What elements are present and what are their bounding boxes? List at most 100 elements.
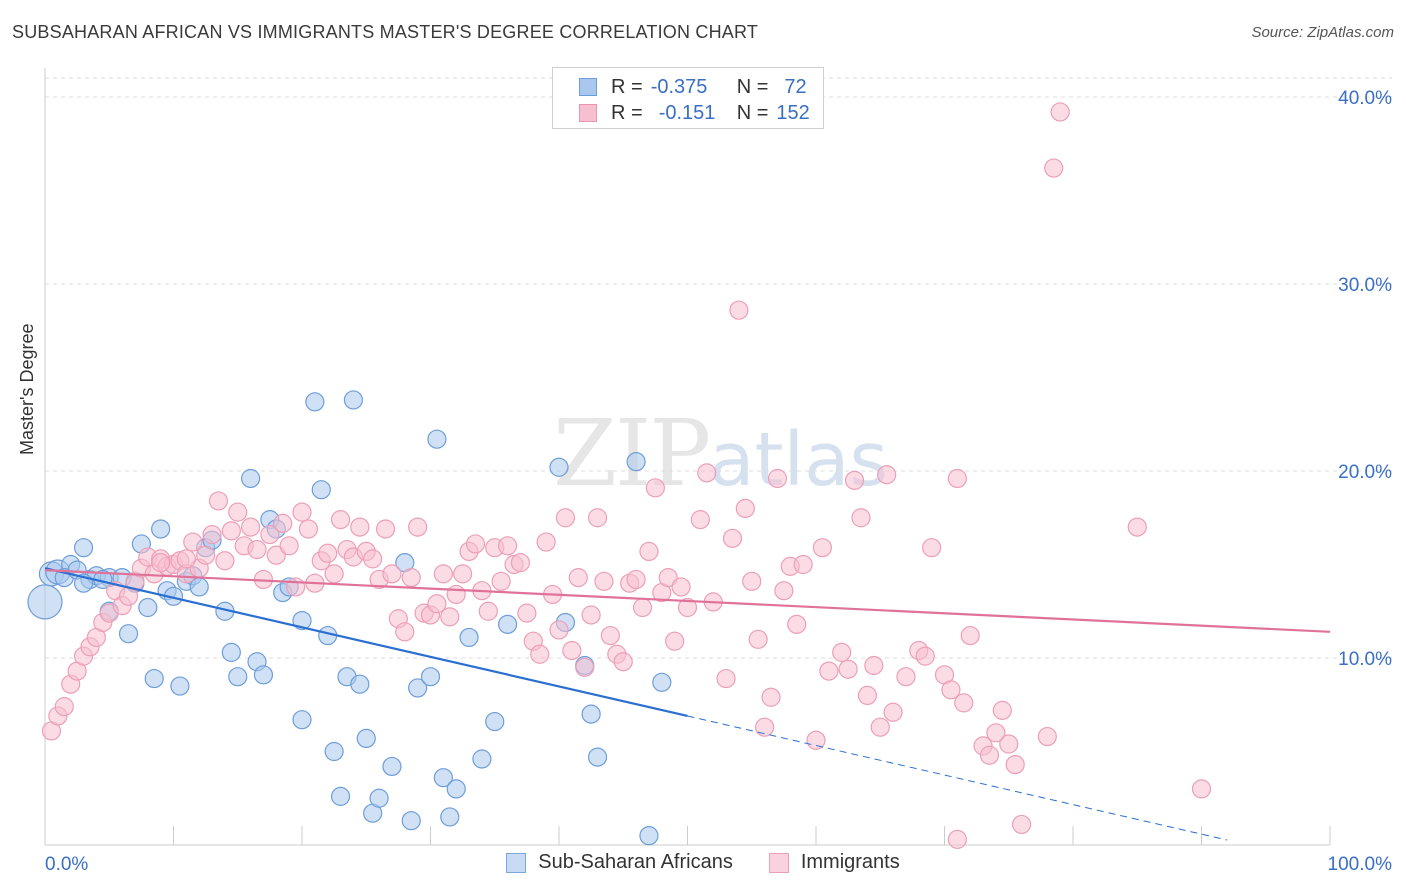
point-subsaharan: [652, 672, 672, 692]
point-subsaharan: [241, 468, 261, 489]
point-immigrants: [690, 510, 710, 530]
point-subsaharan: [408, 678, 428, 698]
point-immigrants: [613, 652, 633, 672]
legend-r-label: R =: [611, 75, 643, 98]
point-subsaharan: [369, 788, 389, 808]
legend-r-label: R =: [611, 101, 643, 124]
point-immigrants: [716, 668, 736, 689]
point-immigrants: [375, 519, 396, 539]
point-subsaharan: [305, 392, 325, 412]
legend-n-value: 152: [776, 101, 810, 124]
point-subsaharan: [350, 674, 370, 694]
legend-n-label: N =: [736, 101, 769, 124]
point-immigrants: [864, 655, 884, 676]
point-immigrants: [896, 667, 916, 687]
point-immigrants: [774, 581, 794, 601]
y-tick-label: 20.0%: [1338, 462, 1392, 483]
legend-n-value: 72: [784, 75, 807, 98]
legend-r-value: -0.375: [650, 75, 708, 98]
point-immigrants: [247, 539, 267, 560]
point-immigrants: [979, 745, 1000, 765]
point-immigrants: [1127, 517, 1147, 537]
point-immigrants: [729, 300, 749, 320]
point-immigrants: [671, 577, 691, 597]
point-immigrants: [587, 508, 608, 528]
point-subsaharan: [639, 826, 659, 846]
point-immigrants: [510, 553, 531, 573]
legend-swatch-immigrants: [579, 104, 597, 122]
point-immigrants: [677, 597, 698, 618]
point-immigrants: [241, 517, 261, 537]
point-immigrants: [819, 661, 839, 681]
legend-r-value: -0.151: [658, 101, 716, 124]
point-immigrants: [202, 524, 222, 545]
point-immigrants: [754, 717, 775, 737]
point-immigrants: [183, 532, 203, 552]
point-subsaharan: [401, 811, 421, 831]
point-subsaharan: [118, 624, 139, 644]
point-immigrants: [1037, 726, 1057, 747]
point-immigrants: [639, 541, 659, 562]
point-immigrants: [549, 620, 569, 640]
point-subsaharan: [382, 756, 402, 777]
point-immigrants: [600, 625, 621, 646]
point-subsaharan: [459, 627, 479, 648]
point-subsaharan: [427, 429, 447, 449]
point-subsaharan: [440, 807, 460, 827]
point-subsaharan: [253, 665, 274, 685]
point-immigrants: [954, 693, 974, 713]
point-immigrants: [1005, 754, 1025, 775]
y-tick-label: 40.0%: [1338, 88, 1392, 109]
point-subsaharan: [292, 710, 312, 730]
point-immigrants: [491, 571, 511, 591]
point-immigrants: [298, 519, 319, 539]
point-subsaharan: [151, 519, 171, 539]
series-legend: Sub-Saharan Africans Immigrants: [0, 851, 1406, 874]
point-immigrants: [433, 564, 453, 584]
point-subsaharan: [324, 741, 344, 762]
legend-item-immigrants[interactable]: Immigrants: [768, 851, 900, 874]
point-immigrants: [221, 521, 241, 541]
point-immigrants: [1044, 158, 1064, 178]
point-immigrants: [562, 640, 582, 661]
point-subsaharan: [343, 390, 363, 410]
point-immigrants: [844, 470, 865, 490]
point-immigrants: [395, 622, 415, 642]
trend-line-subsaharan: [44, 567, 688, 718]
point-immigrants: [947, 829, 967, 849]
legend-swatch-subsaharan: [579, 78, 597, 96]
point-immigrants: [658, 567, 678, 588]
point-immigrants: [851, 508, 871, 528]
point-immigrants: [446, 584, 466, 605]
point-immigrants: [857, 685, 878, 706]
point-immigrants: [697, 463, 717, 483]
legend-swatch-subsaharan: [506, 852, 527, 873]
point-subsaharan: [485, 711, 505, 732]
point-immigrants: [427, 594, 447, 614]
point-immigrants: [530, 644, 550, 664]
point-immigrants: [941, 680, 961, 700]
point-immigrants: [330, 510, 351, 530]
point-immigrants: [324, 564, 344, 584]
correlation-legend: R = -0.375 N = 72 R = -0.151 N = 152: [552, 67, 824, 129]
point-immigrants: [465, 534, 486, 554]
legend-item-subsaharan[interactable]: Sub-Saharan Africans: [506, 851, 733, 874]
point-immigrants: [1191, 779, 1212, 799]
point-immigrants: [806, 730, 826, 750]
point-immigrants: [838, 659, 858, 679]
x-tick-label: 0.0%: [45, 854, 88, 875]
point-immigrants: [196, 545, 216, 565]
y-tick-label: 30.0%: [1338, 275, 1392, 296]
point-immigrants: [363, 549, 383, 569]
point-subsaharan: [292, 610, 312, 631]
source-label: Source: ZipAtlas.com: [1251, 24, 1394, 41]
point-immigrants: [440, 607, 460, 627]
point-immigrants: [870, 717, 890, 737]
point-immigrants: [632, 597, 653, 618]
point-immigrants: [793, 554, 813, 575]
trend-extension-subsaharan: [687, 715, 1228, 841]
point-immigrants: [228, 502, 248, 522]
point-immigrants: [665, 631, 685, 651]
y-tick-label: 10.0%: [1338, 649, 1392, 670]
